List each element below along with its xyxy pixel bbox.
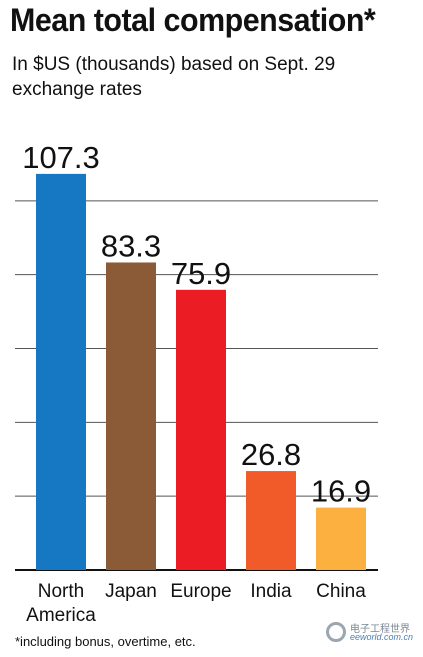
bar-value-label: 107.3 bbox=[22, 140, 100, 175]
category-label: China bbox=[316, 581, 366, 602]
bar-value-label: 75.9 bbox=[171, 256, 231, 291]
chart-title: Mean total compensation* bbox=[10, 2, 376, 38]
bar bbox=[106, 262, 156, 570]
bar bbox=[246, 471, 296, 570]
chart-subtitle: In $US (thousands) based on Sept. 29 exc… bbox=[12, 54, 336, 100]
category-label: Europe bbox=[170, 581, 231, 602]
category-label: North America bbox=[26, 581, 96, 626]
bar bbox=[176, 289, 226, 570]
footnote: *including bonus, overtime, etc. bbox=[15, 634, 196, 649]
bar-value-label: 83.3 bbox=[101, 228, 161, 263]
category-label: Japan bbox=[105, 581, 157, 602]
bar-value-label: 16.9 bbox=[311, 474, 371, 509]
watermark-logo-icon bbox=[326, 622, 346, 642]
watermark: 电子工程世界 eeworld.com.cn bbox=[326, 620, 418, 650]
bar bbox=[36, 173, 86, 571]
watermark-site: eeworld.com.cn bbox=[350, 632, 414, 642]
bar-value-label: 26.8 bbox=[241, 437, 301, 472]
bar bbox=[316, 507, 366, 570]
category-label: India bbox=[250, 581, 292, 602]
watermark-chinese: 电子工程世界 bbox=[350, 624, 410, 635]
